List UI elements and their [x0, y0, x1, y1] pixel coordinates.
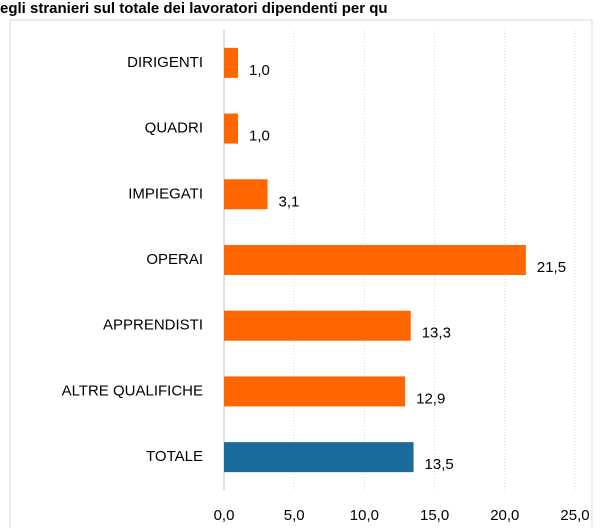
- bar: [224, 310, 411, 341]
- value-label: 21,5: [537, 259, 566, 276]
- chart-frame: [9, 19, 593, 528]
- bar: [224, 245, 526, 275]
- value-label: 12,9: [416, 390, 445, 407]
- value-label: 1,0: [249, 62, 270, 79]
- x-tick-label: 10,0: [350, 507, 379, 524]
- x-tick-label: 15,0: [420, 507, 449, 524]
- value-label: 13,3: [422, 325, 451, 342]
- value-label: 1,0: [249, 128, 270, 145]
- y-tick-label: IMPIEGATI: [128, 185, 203, 202]
- y-tick-label: TOTALE: [146, 448, 203, 465]
- bar: [224, 376, 406, 407]
- y-tick-label: APPRENDISTI: [103, 317, 203, 334]
- x-tick-label: 0,0: [214, 507, 235, 524]
- bar: [224, 179, 268, 210]
- x-tick-label: 5,0: [284, 507, 305, 524]
- value-label: 3,1: [279, 193, 300, 210]
- y-tick-label: QUADRI: [145, 120, 203, 137]
- chart-title: egli stranieri sul totale dei lavoratori…: [0, 0, 388, 17]
- bar: [224, 442, 414, 473]
- y-tick-label: OPERAI: [146, 251, 203, 268]
- x-tick-label: 25,0: [560, 507, 589, 524]
- x-tick-label: 20,0: [490, 507, 519, 524]
- bar: [224, 47, 239, 78]
- value-label: 13,5: [425, 456, 454, 473]
- bar: [224, 113, 239, 144]
- y-tick-label: ALTRE QUALIFICHE: [62, 382, 203, 399]
- y-tick-label: DIRIGENTI: [127, 54, 203, 71]
